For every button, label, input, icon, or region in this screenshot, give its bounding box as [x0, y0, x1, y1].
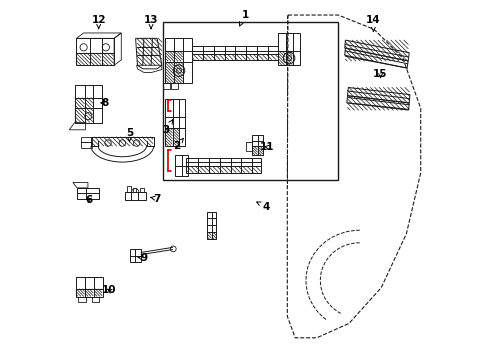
Bar — [166, 99, 185, 146]
Text: 15: 15 — [373, 69, 388, 79]
Bar — [133, 188, 136, 192]
Text: 11: 11 — [260, 142, 274, 152]
Bar — [125, 192, 146, 200]
Bar — [126, 186, 131, 192]
Bar — [76, 277, 102, 297]
Bar — [74, 85, 101, 123]
Bar — [245, 142, 252, 151]
Bar — [163, 83, 170, 89]
Text: 5: 5 — [126, 129, 133, 141]
Text: 4: 4 — [257, 202, 270, 212]
Bar — [77, 188, 98, 199]
Bar — [163, 22, 338, 180]
Bar — [140, 188, 144, 192]
Bar — [252, 135, 263, 155]
Text: 8: 8 — [101, 98, 109, 108]
Text: 10: 10 — [102, 285, 117, 296]
Text: 13: 13 — [144, 15, 158, 28]
Text: 1: 1 — [240, 10, 248, 26]
Text: 2: 2 — [173, 138, 183, 151]
Bar — [129, 249, 141, 262]
Bar — [175, 155, 188, 176]
Bar — [81, 137, 92, 148]
Bar — [207, 212, 216, 239]
Text: 14: 14 — [366, 15, 381, 31]
Text: 3: 3 — [163, 120, 173, 135]
Text: 9: 9 — [138, 253, 147, 263]
Bar — [166, 39, 192, 83]
Bar — [186, 158, 261, 173]
Text: 7: 7 — [150, 194, 161, 204]
Bar — [278, 33, 300, 65]
Bar — [76, 39, 114, 65]
Bar — [92, 297, 99, 302]
Text: 12: 12 — [92, 15, 106, 28]
Bar — [171, 83, 178, 89]
Bar — [77, 297, 87, 302]
Text: 6: 6 — [85, 195, 93, 205]
Bar — [192, 46, 278, 60]
